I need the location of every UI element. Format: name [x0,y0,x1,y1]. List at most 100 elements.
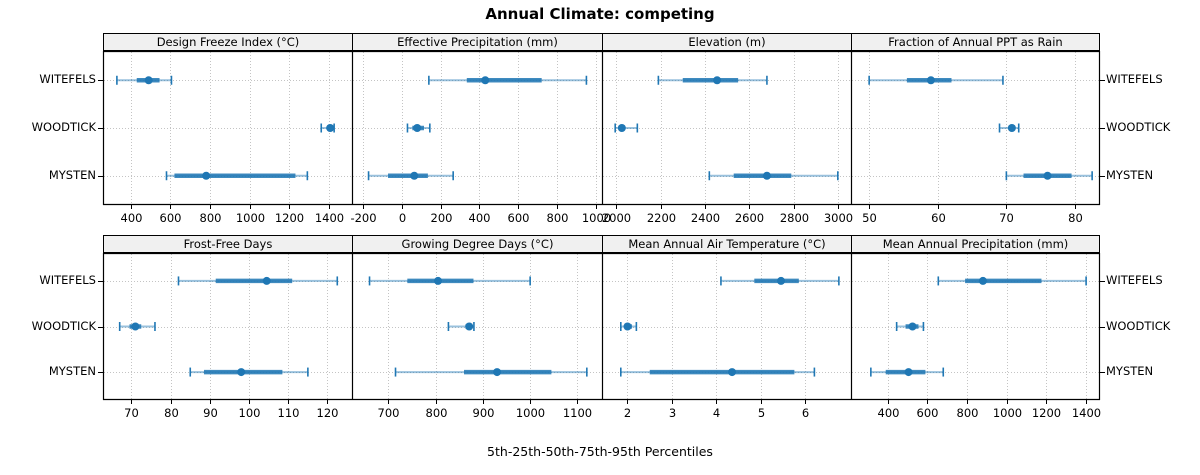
interval-row-witefels [657,75,768,85]
x-axis: 50 60 70 80 [862,205,1083,225]
y-tick-right [1100,327,1105,328]
panel-grid [852,254,1099,399]
median-point [326,124,335,132]
x-axis: 400 600 800 1000 1200 1400 [121,205,344,225]
axis-tick-label: 2 [624,406,631,420]
interval-row-mysten [870,367,945,377]
median-point [728,368,737,377]
median-point [410,171,419,180]
axis-tick-label: 5 [758,406,765,420]
y-tick-left [98,128,103,129]
axis-tick-label: 400 [121,211,143,225]
y-tick-right [1100,281,1105,282]
x-axis: 400 600 800 1000 1200 1400 [878,400,1101,420]
panel-grid [603,52,850,204]
panel-strip: Growing Degree Days (°C) [352,235,602,253]
interval-row-woodtick [320,123,335,133]
axis-tick-label: 1100 [563,406,592,420]
panel-plot: 2000 2200 2400 2600 2800 3000 [602,50,853,225]
panel-plot: 700 800 900 1000 1100 [351,252,602,420]
axis-tick-label: 2200 [647,211,676,225]
y-tick-right [1100,372,1105,373]
axis-tick-label: 800 [200,211,222,225]
median-point [1007,124,1016,132]
axis-tick-label: 50 [862,211,877,225]
y-tick-left [98,372,103,373]
panel-grid [603,254,850,399]
y-tick-right [1100,128,1105,129]
panel-plot: 2 3 4 5 6 [601,252,851,420]
axis-tick-label: 600 [917,406,939,420]
interval-row-woodtick [895,322,925,331]
axis-tick-label: 1400 [1072,406,1101,420]
median-point [202,171,211,180]
axis-tick-label: 1000 [582,211,611,225]
y-tick-left [98,281,103,282]
interval-row-woodtick [447,322,475,331]
axis-tick-label: 400 [878,406,900,420]
y-tick-right [1100,80,1105,81]
row-label-right: MYSTEN [1106,167,1154,182]
panel-plot: 400 600 800 1000 1200 1400 [102,50,352,225]
interval-row-witefels [428,75,588,85]
panel-border [102,50,352,206]
median-point [237,368,246,377]
axis-tick-label: 0 [399,211,406,225]
axis-tick-label: 100 [239,406,261,420]
axis-tick-label: 110 [278,406,300,420]
y-tick-right [1100,176,1105,177]
median-point [262,276,271,285]
axis-tick-label: 70 [999,211,1014,225]
axis-tick-label: 6 [802,406,809,420]
axis-tick-label: 80 [164,406,179,420]
median-point [144,76,153,85]
panel-grid [852,52,1099,204]
panel-strip: Mean Annual Air Temperature (°C) [602,235,851,253]
axis-tick-label: 120 [317,406,339,420]
panel-strip: Design Freeze Index (°C) [103,33,352,51]
axis-tick-label: 400 [469,211,491,225]
y-tick-left [98,176,103,177]
x-axis: 2000 2200 2400 2600 2800 3000 [602,205,853,225]
axis-tick-label: 1400 [315,211,344,225]
row-label-right: WITEFELS [1106,72,1163,87]
row-label-right: WOODTICK [1106,120,1171,134]
row-label-left: WITEFELS [39,272,96,287]
axis-tick-label: 800 [426,406,448,420]
panel-grid [353,52,601,204]
median-point [481,76,490,85]
median-point [617,124,626,132]
median-point [908,322,917,331]
row-label-left: MYSTEN [48,167,96,182]
x-axis: 2 3 4 5 6 [624,400,809,420]
row-label-right: MYSTEN [1106,364,1154,379]
panel-border [102,252,352,401]
row-label-right: WITEFELS [1106,272,1163,287]
axis-tick-label: 1200 [1032,406,1061,420]
panel-border [601,252,851,401]
median-point [413,124,422,132]
y-tick-left [98,80,103,81]
panel-strip: Effective Precipitation (mm) [352,33,602,51]
figure-caption: 5th-25th-50th-75th-95th Percentiles [487,444,713,459]
panel-plot: 70 80 90 100 110 120 [102,252,352,420]
interval-row-witefels [868,75,1004,85]
median-point [434,276,443,285]
interval-row-witefels [720,276,840,286]
panel-plot: 400 600 800 1000 1200 1400 [850,252,1101,420]
median-point [762,171,771,180]
axis-tick-label: 1200 [275,211,304,225]
axis-tick-label: 700 [378,406,400,420]
median-point [777,276,786,285]
y-tick-left [98,327,103,328]
axis-tick-label: 900 [473,406,495,420]
interval-row-witefels [116,75,173,85]
figure-title: Annual Climate: competing [485,5,715,23]
median-point [623,322,632,331]
panel-strip: Mean Annual Precipitation (mm) [851,235,1100,253]
axis-tick-label: 4 [713,406,720,420]
interval-row-mysten [367,171,454,181]
interval-row-witefels [937,276,1087,286]
row-label-left: WOODTICK [31,120,96,134]
